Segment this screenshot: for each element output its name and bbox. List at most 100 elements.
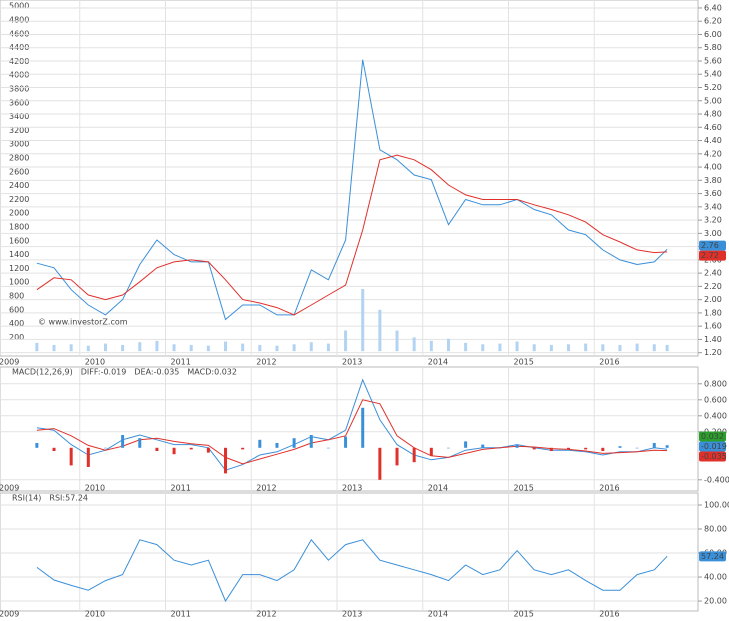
y-tick-label: 3.60 bbox=[704, 189, 722, 198]
y-tick-label: 2400 bbox=[9, 181, 29, 190]
series-line bbox=[36, 399, 668, 465]
x-tick-label: 2011 bbox=[170, 358, 190, 367]
bar bbox=[121, 435, 125, 448]
bar bbox=[172, 344, 176, 352]
bar bbox=[665, 344, 669, 352]
bar bbox=[344, 436, 348, 448]
bar bbox=[258, 344, 262, 352]
y-tick-label: 3.20 bbox=[704, 216, 722, 225]
y-tick-label: 4.00 bbox=[704, 163, 722, 172]
value-box bbox=[699, 431, 726, 442]
bar bbox=[361, 407, 365, 448]
y-tick-label: 4.80 bbox=[704, 110, 722, 119]
bar bbox=[532, 447, 536, 450]
y-tick-label: 0.800 bbox=[704, 379, 727, 388]
bar bbox=[69, 447, 73, 466]
y-tick-label: 0.600 bbox=[704, 395, 727, 404]
x-tick-label: 2009 bbox=[0, 484, 19, 493]
bar bbox=[498, 447, 502, 449]
y-tick-label: 5.00 bbox=[704, 96, 722, 105]
bar bbox=[224, 447, 228, 474]
y-tick-label: -0.400 bbox=[704, 475, 729, 484]
bar bbox=[138, 438, 142, 448]
value-box bbox=[699, 451, 726, 462]
x-tick-label: 2016 bbox=[599, 484, 619, 493]
x-tick-label: 2015 bbox=[513, 358, 533, 367]
y-tick-label: 2200 bbox=[9, 195, 29, 204]
bar bbox=[326, 343, 330, 352]
bar bbox=[378, 447, 382, 480]
y-tick-label: 4.60 bbox=[704, 123, 722, 132]
x-tick-label: 2009 bbox=[0, 358, 19, 367]
bar bbox=[172, 447, 176, 455]
bar bbox=[361, 289, 365, 352]
series-line bbox=[36, 538, 668, 603]
y-tick-label: 3200 bbox=[9, 126, 29, 135]
bar bbox=[275, 443, 279, 448]
y-tick-label: 1.40 bbox=[704, 335, 722, 344]
x-tick-label: 2013 bbox=[342, 358, 362, 367]
y-tick-label: 5.40 bbox=[704, 70, 722, 79]
bar bbox=[189, 447, 193, 450]
y-tick-label: 1200 bbox=[9, 264, 29, 273]
y-tick-label: 6.40 bbox=[704, 3, 722, 12]
bar bbox=[52, 344, 56, 352]
y-tick-label: 2000 bbox=[9, 209, 29, 218]
y-tick-label: 3000 bbox=[9, 140, 29, 149]
value-box bbox=[699, 250, 726, 261]
bar bbox=[532, 344, 536, 352]
y-tick-label: 3.40 bbox=[704, 202, 722, 211]
y-tick-label: 800 bbox=[9, 291, 24, 300]
legend-entry: DIFF:-0.019 bbox=[81, 368, 127, 377]
bar bbox=[652, 443, 656, 448]
x-tick-label: 2012 bbox=[256, 484, 276, 493]
value-box bbox=[699, 441, 726, 452]
bar bbox=[498, 343, 502, 352]
x-tick-label: 2010 bbox=[85, 358, 105, 367]
bar bbox=[35, 443, 39, 448]
bar bbox=[567, 447, 571, 450]
legend-entry: RSI:57.24 bbox=[49, 494, 88, 503]
x-tick-label: 2009 bbox=[0, 610, 19, 619]
bar bbox=[258, 439, 262, 448]
bar bbox=[35, 342, 39, 352]
bar bbox=[601, 447, 605, 451]
bar bbox=[155, 447, 159, 451]
y-tick-label: 400 bbox=[9, 319, 24, 328]
y-tick-label: 80.00 bbox=[704, 525, 727, 534]
x-tick-label: 2010 bbox=[85, 484, 105, 493]
y-tick-label: 3400 bbox=[9, 112, 29, 121]
y-tick-label: 2.40 bbox=[704, 269, 722, 278]
bar bbox=[665, 445, 669, 448]
bar bbox=[635, 343, 639, 352]
y-tick-label: 1400 bbox=[9, 250, 29, 259]
bar bbox=[155, 340, 159, 352]
y-tick-label: 2800 bbox=[9, 153, 29, 162]
panel-title: RSI(14) bbox=[12, 494, 41, 503]
y-tick-label: 100.00 bbox=[704, 501, 729, 510]
y-tick-label: 4000 bbox=[9, 71, 29, 80]
y-tick-label: 5.20 bbox=[704, 83, 722, 92]
bar bbox=[412, 337, 416, 352]
bar bbox=[309, 435, 313, 448]
bar bbox=[189, 344, 193, 352]
x-tick-label: 2013 bbox=[342, 610, 362, 619]
value-box-label: 57.24 bbox=[701, 552, 724, 561]
y-tick-label: 20.00 bbox=[704, 597, 727, 606]
x-tick-label: 2016 bbox=[599, 358, 619, 367]
y-tick-label: 2.00 bbox=[704, 295, 722, 304]
panel-frame bbox=[0, 0, 699, 357]
x-tick-label: 2012 bbox=[256, 610, 276, 619]
x-tick-label: 2012 bbox=[256, 358, 276, 367]
y-tick-label: 1.60 bbox=[704, 322, 722, 331]
y-tick-label: 0.400 bbox=[704, 411, 727, 420]
bar bbox=[69, 344, 73, 352]
bar bbox=[344, 330, 348, 352]
bar bbox=[412, 447, 416, 463]
y-tick-label: 3.00 bbox=[704, 229, 722, 238]
x-tick-label: 2015 bbox=[513, 484, 533, 493]
bar bbox=[429, 340, 433, 352]
x-tick-label: 2014 bbox=[428, 610, 448, 619]
